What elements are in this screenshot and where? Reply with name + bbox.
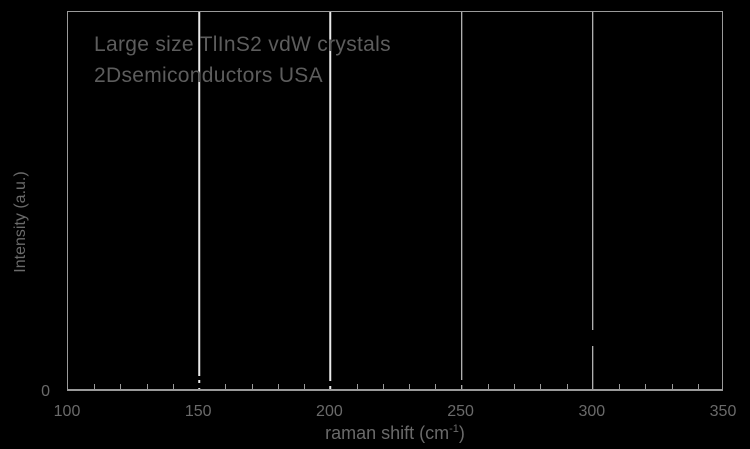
x-axis-minor-tick	[697, 384, 699, 389]
x-axis-minor-tick	[277, 384, 279, 389]
x-axis-tick-label-300: 300	[578, 403, 606, 420]
plot-area: Large size TlInS2 vdW crystals 2Dsemicon…	[67, 11, 723, 391]
x-axis-title-text: raman shift (cm	[325, 423, 450, 443]
x-axis-minor-tick	[382, 384, 384, 389]
x-axis-minor-tick	[225, 384, 227, 389]
x-axis-minor-tick	[172, 384, 174, 389]
x-axis-minor-tick	[146, 384, 148, 389]
x-axis-minor-tick	[540, 384, 542, 389]
x-axis-minor-tick	[120, 384, 122, 389]
spectrum-trace-occlusion	[591, 330, 595, 347]
y-axis-tick-label-zero: 0	[41, 383, 50, 400]
x-axis-minor-tick	[514, 384, 516, 389]
spectrum-trace-occlusion	[328, 381, 332, 386]
x-axis-minor-tick	[94, 384, 96, 389]
spectrum-trace-occlusion	[460, 379, 464, 385]
x-axis-tick-label-100: 100	[53, 403, 81, 420]
chart-title-line2: 2Dsemiconductors USA	[94, 64, 323, 87]
spectrum-trace-occlusion	[197, 382, 201, 388]
x-axis-minor-tick	[409, 384, 411, 389]
x-axis-title-superscript: -1	[449, 423, 459, 435]
x-axis-minor-tick	[487, 384, 489, 389]
vertical-gridline-250	[460, 12, 463, 389]
x-axis-title: raman shift (cm-1)	[325, 423, 465, 444]
x-axis-minor-tick	[356, 384, 358, 389]
x-axis-tick-label-150: 150	[184, 403, 212, 420]
x-axis-minor-tick	[435, 384, 437, 389]
x-axis-tick-label-350: 350	[709, 403, 737, 420]
y-axis-title: Intensity (a.u.)	[12, 171, 29, 273]
vertical-gridline-200	[329, 12, 332, 389]
x-axis-minor-tick	[304, 384, 306, 389]
x-axis-minor-tick	[671, 384, 673, 389]
chart-title: Large size TlInS2 vdW crystals 2Dsemicon…	[94, 29, 391, 91]
x-axis-minor-tick	[566, 384, 568, 389]
chart-title-line1: Large size TlInS2 vdW crystals	[94, 33, 391, 56]
x-axis-minor-tick	[251, 384, 253, 389]
x-axis-minor-tick	[619, 384, 621, 389]
x-axis-tick-label-200: 200	[316, 403, 343, 420]
vertical-gridline-300	[592, 12, 594, 389]
vertical-gridline-150	[198, 12, 200, 389]
x-axis-title-close: )	[458, 423, 465, 443]
x-axis-tick-label-250: 250	[447, 403, 474, 420]
x-axis-minor-tick	[645, 384, 647, 389]
spectrum-trace-occlusion	[197, 375, 201, 380]
